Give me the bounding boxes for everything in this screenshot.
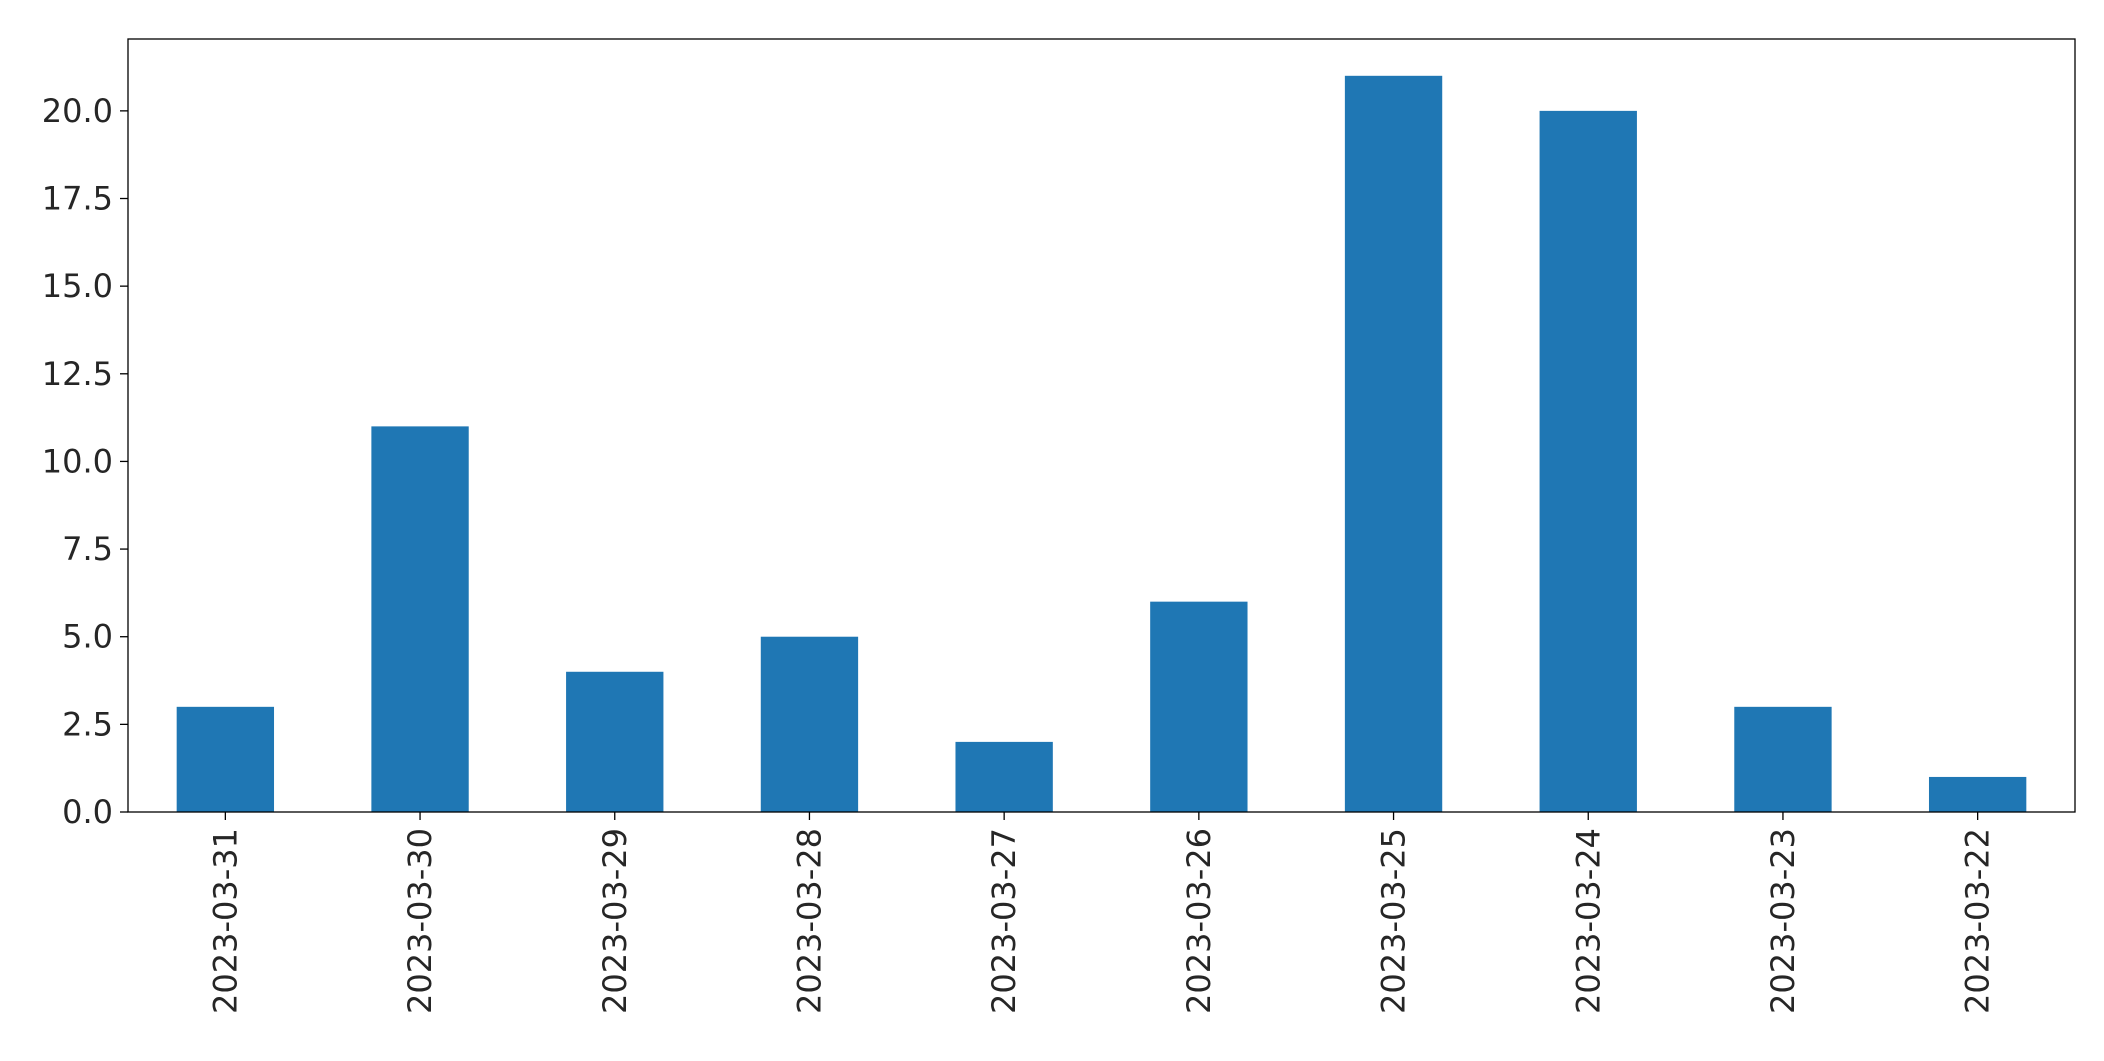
bars-group — [176, 75, 2027, 813]
bar-2023-03-29 — [566, 671, 664, 812]
y-axis: 0.0 2.5 5.0 7.5 10.0 12.5 15.0 17.5 20.0 — [42, 92, 128, 831]
x-tick-label: 2023-03-22 — [1959, 828, 1997, 1014]
y-tick-label: 7.5 — [62, 530, 113, 568]
y-tick-label: 5.0 — [62, 618, 113, 656]
y-tick-label: 15.0 — [42, 267, 113, 305]
bar-2023-03-28 — [760, 636, 859, 812]
x-tick-label: 2023-03-27 — [985, 828, 1023, 1014]
x-tick-label: 2023-03-26 — [1180, 828, 1218, 1014]
bar-2023-03-25 — [1344, 75, 1443, 813]
y-tick-label: 12.5 — [42, 355, 113, 393]
x-tick-label: 2023-03-23 — [1764, 828, 1802, 1014]
y-tick-label: 10.0 — [42, 442, 113, 480]
bar-2023-03-31 — [176, 706, 275, 812]
bar-2023-03-30 — [371, 426, 469, 812]
y-tick-label: 2.5 — [62, 705, 113, 743]
y-tick-label: 17.5 — [42, 180, 113, 218]
x-tick-label: 2023-03-29 — [596, 828, 634, 1014]
x-axis: 2023-03-31 2023-03-30 2023-03-29 2023-03-28… — [206, 812, 1997, 1014]
bar-2023-03-22 — [1928, 776, 2027, 812]
plot-frame — [127, 38, 2076, 813]
bar-2023-03-26 — [1150, 601, 1248, 812]
bar-2023-03-27 — [955, 741, 1053, 812]
y-tick-label: 20.0 — [42, 92, 113, 130]
x-tick-label: 2023-03-28 — [790, 828, 828, 1014]
x-tick-label: 2023-03-30 — [401, 828, 439, 1014]
x-tick-label: 2023-03-31 — [206, 828, 244, 1014]
y-tick-label: 0.0 — [62, 793, 113, 831]
bar-2023-03-24 — [1539, 110, 1637, 812]
x-tick-label: 2023-03-25 — [1375, 828, 1413, 1014]
bar-2023-03-23 — [1734, 706, 1832, 812]
x-tick-label: 2023-03-24 — [1569, 828, 1607, 1014]
